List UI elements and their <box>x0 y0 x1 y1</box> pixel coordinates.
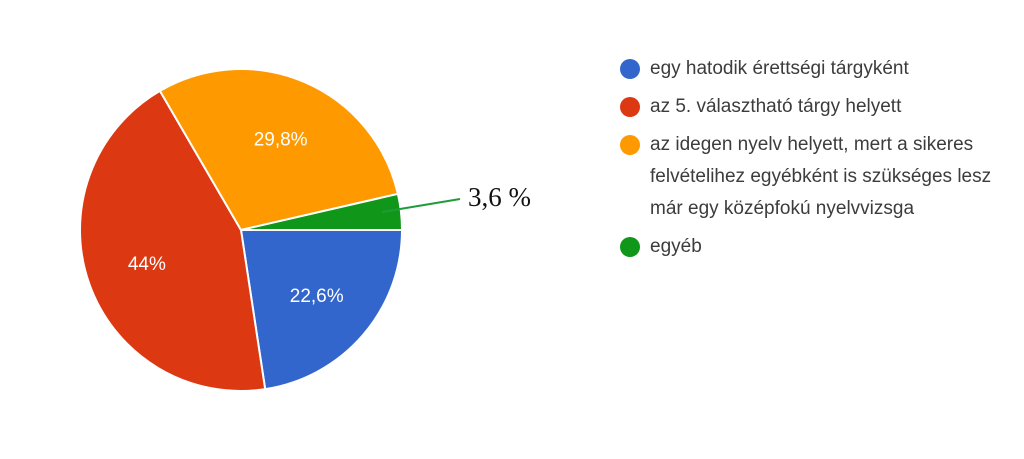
slice-idegen-nyelv <box>158 68 400 232</box>
slice-hatodik-targy <box>239 229 404 391</box>
legend-label: az idegen nyelv helyett, mert a sikeres … <box>650 134 992 219</box>
legend-color-dot <box>620 237 640 257</box>
callout-label-egyeb: 3,6 % <box>468 182 531 212</box>
slice-idegen-nyelv-label: 29,8% <box>254 129 308 150</box>
pie-slices <box>79 68 404 392</box>
slice-hatodik-targy-label: 22,6% <box>290 286 344 307</box>
legend-item-hatodik-targy: egy hatodik érettségi tárgyként <box>620 55 1010 85</box>
legend-item-idegen-nyelv: az idegen nyelv helyett, mert a sikeres … <box>620 131 1010 225</box>
legend-label: az 5. választható tárgy helyett <box>650 96 902 117</box>
callout-leader-line <box>381 198 461 213</box>
legend-item-egyeb: egyéb <box>620 233 1010 263</box>
legend-color-dot <box>620 97 640 117</box>
slice-egyeb <box>240 192 404 231</box>
legend-item-5-valaszthato: az 5. választható tárgy helyett <box>620 93 1010 123</box>
legend-color-dot <box>620 135 640 155</box>
chart-legend: egy hatodik érettségi tárgyként az 5. vál… <box>620 55 1010 271</box>
legend-label: egy hatodik érettségi tárgyként <box>650 58 909 79</box>
pie-slice-labels: 22,6% 44% 29,8% <box>128 129 344 307</box>
legend-color-dot <box>620 59 640 79</box>
legend-label: egyéb <box>650 236 702 257</box>
slice-5-valaszthato-label: 44% <box>128 254 166 275</box>
slice-5-valaszthato <box>79 89 267 392</box>
